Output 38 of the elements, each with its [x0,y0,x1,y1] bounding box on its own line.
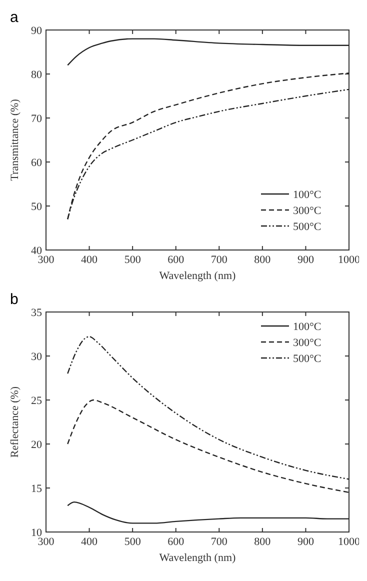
x-tick-label: 900 [297,536,314,548]
y-tick-label: 40 [31,245,42,257]
x-tick-label: 300 [38,254,55,266]
x-tick-label: 400 [81,254,98,266]
chart-title: a [10,9,19,26]
legend-label: 300°C [293,337,322,349]
x-tick-label: 700 [210,254,228,266]
x-tick-label: 700 [210,536,228,548]
y-tick-label: 20 [31,439,42,451]
x-tick-label: 300 [38,536,55,548]
x-axis-title: Wavelength (nm) [159,552,236,564]
x-axis-title: Wavelength (nm) [159,270,236,282]
chart-title: b [10,291,18,308]
y-axis-title: Transmittance (%) [9,98,21,181]
y-tick-label: 60 [31,157,42,169]
legend-label: 300°C [293,205,322,217]
y-tick-label: 25 [31,395,42,407]
y-tick-label: 90 [31,25,42,37]
y-tick-label: 70 [31,113,42,125]
x-tick-label: 800 [254,254,272,266]
x-tick-label: 400 [81,536,98,548]
y-tick-label: 80 [31,69,42,81]
y-tick-label: 10 [31,527,42,539]
legend-label: 100°C [293,189,322,201]
x-tick-label: 500 [124,254,142,266]
y-tick-label: 30 [31,351,42,363]
x-tick-label: 900 [297,254,314,266]
x-tick-label: 600 [168,254,185,266]
legend-label: 500°C [293,353,322,365]
y-axis-title: Reflectance (%) [9,386,21,458]
x-tick-label: 500 [124,536,142,548]
legend-label: 100°C [293,321,322,333]
x-tick-label: 800 [254,536,272,548]
y-tick-label: 15 [31,483,42,495]
legend-label: 500°C [293,221,322,233]
x-tick-label: 600 [168,536,185,548]
y-tick-label: 50 [31,201,42,213]
y-tick-label: 35 [31,307,42,319]
